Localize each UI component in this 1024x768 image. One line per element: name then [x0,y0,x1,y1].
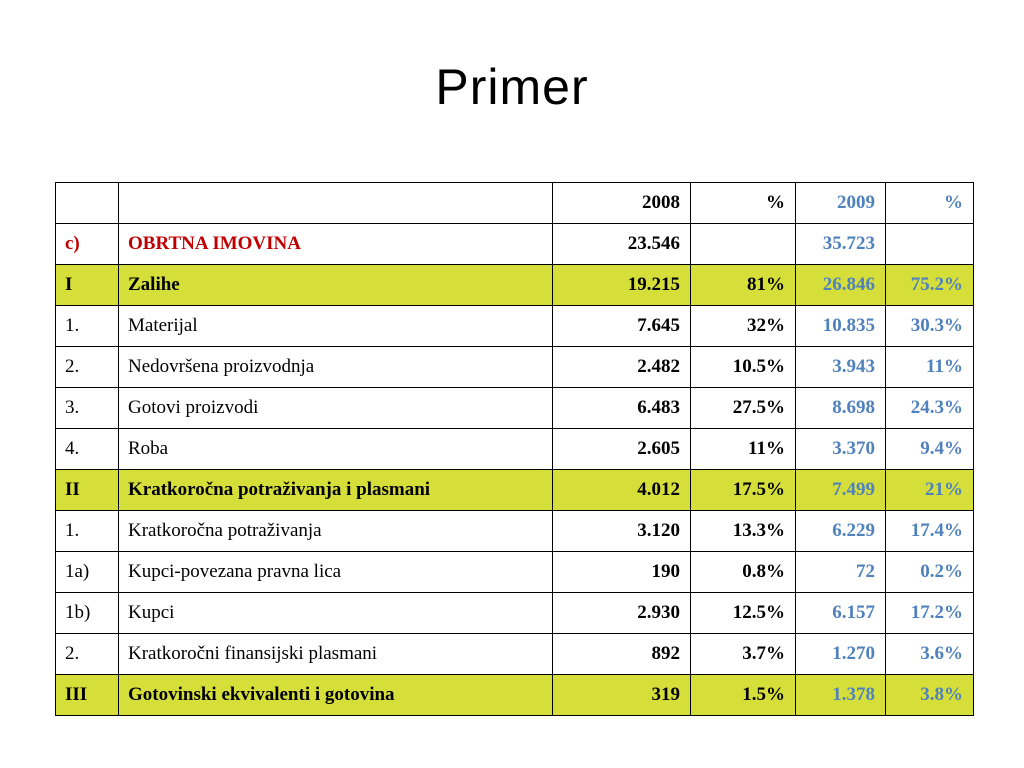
pct-2008-cell [690,223,796,265]
value-2008-cell: 2.605 [552,428,691,470]
pct-2008-cell: 13.3% [690,510,796,552]
value-2009-cell: 7.499 [795,469,886,511]
pct-2009-cell: 24.3% [885,387,974,429]
pct-2009-cell: 3.6% [885,633,974,675]
table-row: 1. Materijal 7.645 32% 10.835 30.3% [55,305,974,347]
table-row: 3. Gotovi proizvodi 6.483 27.5% 8.698 24.3% [55,387,974,429]
row-index-cell: c) [55,223,119,265]
table-row: c) OBRTNA IMOVINA 23.546 35.723 [55,223,974,265]
value-2009-cell: 1.270 [795,633,886,675]
value-2008-cell: 190 [552,551,691,593]
value-2009-cell: 3.370 [795,428,886,470]
table-row: 2. Nedovršena proizvodnja 2.482 10.5% 3.943 1… [55,346,974,388]
pct-2008-cell: 11% [690,428,796,470]
table-row: 4. Roba 2.605 11% 3.370 9.4% [55,428,974,470]
pct-2009-cell: 3.8% [885,674,974,716]
value-2008-cell: 2.930 [552,592,691,634]
value-2009-cell: 8.698 [795,387,886,429]
value-2009-cell: 2009 [795,182,886,224]
row-label-cell: Zalihe [118,264,553,306]
pct-2009-cell: 21% [885,469,974,511]
row-label-cell: Materijal [118,305,553,347]
value-2009-cell: 1.378 [795,674,886,716]
pct-2008-cell: 3.7% [690,633,796,675]
table-body: 2008% 2009% c) OBRTNA IMOVINA 23.546 35.723 I Z… [55,182,974,716]
row-label-cell: Kupci-povezana pravna lica [118,551,553,593]
row-label-cell: Kratkoročna potraživanja [118,510,553,552]
row-index-cell: 2. [55,633,119,675]
pct-2009-cell: 0.2% [885,551,974,593]
pct-2008-cell: 10.5% [690,346,796,388]
pct-2008-cell: 27.5% [690,387,796,429]
row-label-cell: Gotovi proizvodi [118,387,553,429]
value-2009-cell: 6.229 [795,510,886,552]
value-2009-cell: 35.723 [795,223,886,265]
value-2008-cell: 7.645 [552,305,691,347]
table-row: 2008% 2009% [55,182,974,224]
table-row: 1b) Kupci 2.930 12.5% 6.157 17.2% [55,592,974,634]
pct-2008-cell: 81% [690,264,796,306]
page-title: Primer [435,59,589,115]
value-2008-cell: 3.120 [552,510,691,552]
value-2008-cell: 19.215 [552,264,691,306]
table-row: 2. Kratkoročni finansijski plasmani 892 3.7… [55,633,974,675]
pct-2008-cell: 1.5% [690,674,796,716]
row-index-cell: 4. [55,428,119,470]
value-2008-cell: 2.482 [552,346,691,388]
financial-table: 2008% 2009% c) OBRTNA IMOVINA 23.546 35.723 I Z… [55,182,974,716]
pct-2008-cell: 12.5% [690,592,796,634]
value-2009-cell: 10.835 [795,305,886,347]
table-row: 1. Kratkoročna potraživanja 3.120 13.3% 6.22… [55,510,974,552]
row-index-cell: 2. [55,346,119,388]
pct-2008-cell: % [690,182,796,224]
table-row: 1a) Kupci-povezana pravna lica 190 0.8% 72 0.… [55,551,974,593]
pct-2009-cell: 17.2% [885,592,974,634]
value-2008-cell: 892 [552,633,691,675]
value-2008-cell: 2008 [552,182,691,224]
pct-2008-cell: 17.5% [690,469,796,511]
value-2009-cell: 6.157 [795,592,886,634]
row-index-cell: II [55,469,119,511]
row-index-cell [55,182,119,224]
pct-2009-cell: 17.4% [885,510,974,552]
row-index-cell: 1b) [55,592,119,634]
pct-2009-cell: 11% [885,346,974,388]
value-2008-cell: 4.012 [552,469,691,511]
row-index-cell: 3. [55,387,119,429]
value-2009-cell: 72 [795,551,886,593]
value-2008-cell: 6.483 [552,387,691,429]
table-row: III Gotovinski ekvivalenti i gotovina 319 1… [55,674,974,716]
row-label-cell: Nedovršena proizvodnja [118,346,553,388]
row-index-cell: 1. [55,305,119,347]
row-label-cell: OBRTNA IMOVINA [118,223,553,265]
row-index-cell: I [55,264,119,306]
row-label-cell: Kratkoročni finansijski plasmani [118,633,553,675]
row-index-cell: 1. [55,510,119,552]
table-row: I Zalihe 19.215 81% 26.846 75.2% [55,264,974,306]
value-2008-cell: 23.546 [552,223,691,265]
row-label-cell: Kupci [118,592,553,634]
pct-2009-cell: 9.4% [885,428,974,470]
pct-2008-cell: 32% [690,305,796,347]
value-2008-cell: 319 [552,674,691,716]
value-2009-cell: 3.943 [795,346,886,388]
row-index-cell: 1a) [55,551,119,593]
pct-2009-cell: 30.3% [885,305,974,347]
pct-2009-cell [885,223,974,265]
value-2009-cell: 26.846 [795,264,886,306]
pct-2009-cell: % [885,182,974,224]
row-label-cell [118,182,553,224]
row-label-cell: Roba [118,428,553,470]
pct-2009-cell: 75.2% [885,264,974,306]
table-row: II Kratkoročna potraživanja i plasmani 4.0… [55,469,974,511]
row-label-cell: Gotovinski ekvivalenti i gotovina [118,674,553,716]
pct-2008-cell: 0.8% [690,551,796,593]
row-index-cell: III [55,674,119,716]
row-label-cell: Kratkoročna potraživanja i plasmani [118,469,553,511]
